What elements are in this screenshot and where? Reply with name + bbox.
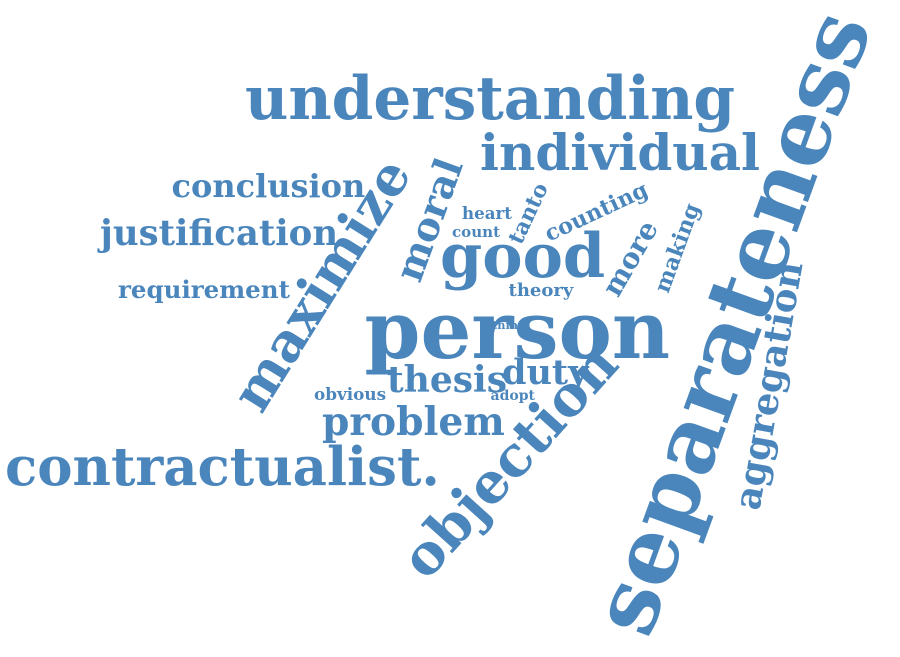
word-good: good <box>440 220 606 292</box>
word-obvious: obvious <box>314 384 387 404</box>
word-problem: problem <box>322 399 505 445</box>
word-theory: theory <box>508 280 574 301</box>
word-duty: duty <box>502 352 589 393</box>
word-requirement: requirement <box>118 274 290 304</box>
word-thing: thing <box>492 317 526 332</box>
word-adopt: adopt <box>490 388 535 404</box>
word-contractualist: contractualist. <box>5 436 440 498</box>
word-individual: individual <box>480 123 761 182</box>
word-justification: justification <box>100 213 339 254</box>
word-person: person <box>364 283 671 377</box>
word-heart: heart <box>462 203 512 223</box>
word-understanding: understanding <box>245 64 736 134</box>
word-conclusion: conclusion <box>171 167 366 205</box>
word-count: count <box>452 223 501 241</box>
word-thesis: thesis <box>387 359 508 401</box>
